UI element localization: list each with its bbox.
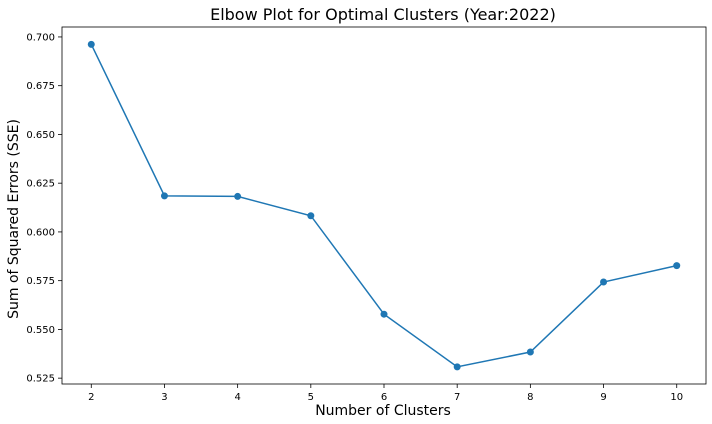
y-tick-label: 0.650 bbox=[26, 130, 55, 141]
x-tick-label: 10 bbox=[670, 392, 683, 403]
x-tick-label: 2 bbox=[88, 392, 94, 403]
data-point bbox=[526, 348, 534, 356]
plot-area: 2 3 4 5 6 7 8 9 10 0.525 0.550 0.575 0.600 0.625 0.650… bbox=[26, 26, 707, 403]
data-point bbox=[380, 310, 388, 318]
y-tick-label: 0.575 bbox=[26, 276, 55, 287]
data-point bbox=[673, 262, 681, 270]
x-tick-label: 9 bbox=[600, 392, 606, 403]
sse-line bbox=[90, 44, 677, 368]
y-tick-label: 0.700 bbox=[26, 32, 55, 43]
x-tick-label: 5 bbox=[308, 392, 314, 403]
y-tick-label: 0.675 bbox=[26, 81, 55, 92]
x-tick-label: 6 bbox=[381, 392, 387, 403]
x-axis-label: Number of Clusters bbox=[315, 403, 451, 419]
x-tick-label: 4 bbox=[234, 392, 240, 403]
data-point bbox=[234, 192, 242, 200]
plot-frame bbox=[61, 26, 707, 385]
data-point bbox=[600, 278, 608, 286]
x-tick-label: 3 bbox=[161, 392, 167, 403]
y-tick-label: 0.625 bbox=[26, 179, 55, 190]
data-point bbox=[453, 363, 461, 371]
y-tick-label: 0.525 bbox=[26, 374, 55, 385]
chart-title: Elbow Plot for Optimal Clusters (Year:20… bbox=[210, 5, 556, 24]
data-point bbox=[307, 212, 315, 220]
y-tick-label: 0.600 bbox=[26, 227, 55, 238]
data-point bbox=[160, 192, 168, 200]
y-tick-label: 0.550 bbox=[26, 325, 55, 336]
x-tick-label: 7 bbox=[454, 392, 460, 403]
y-axis-label: Sum of Squared Errors (SSE) bbox=[6, 119, 22, 319]
x-tick-label: 8 bbox=[527, 392, 533, 403]
data-point bbox=[87, 40, 95, 48]
